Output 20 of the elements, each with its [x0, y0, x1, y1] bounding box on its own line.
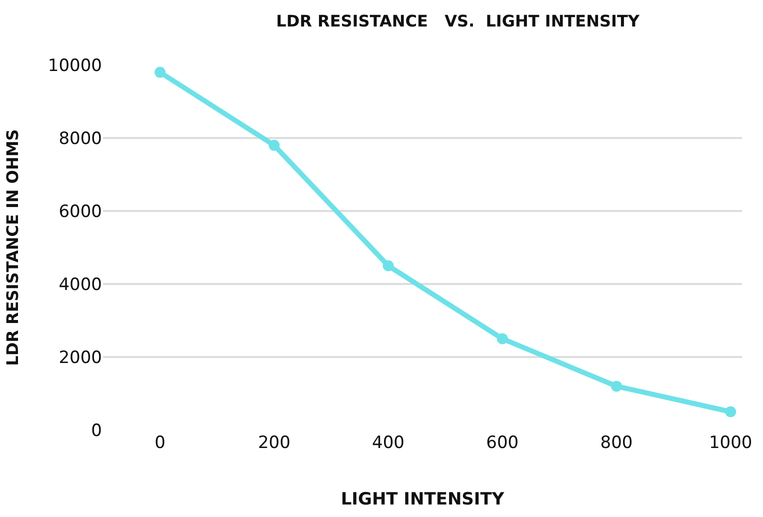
y-tick-label: 2000: [58, 348, 102, 368]
y-tick-label: 6000: [58, 202, 102, 222]
point: [610, 380, 622, 392]
point: [154, 66, 166, 78]
y-tick-label: 8000: [58, 128, 102, 149]
chart-title: LDR RESISTANCE VS. LIGHT INTENSITY: [276, 12, 640, 31]
point: [725, 406, 736, 418]
y-axis-title: LDR RESISTANCE IN OHMS: [2, 129, 22, 366]
point: [496, 333, 508, 344]
x-tick-label: 600: [486, 433, 519, 453]
x-tick-label: 400: [372, 433, 404, 453]
point: [382, 260, 394, 272]
y-tick-label: 10000: [48, 56, 102, 76]
y-tick-label: 4000: [58, 274, 102, 295]
x-tick-label: 800: [600, 433, 633, 453]
x-tick-label: 1000: [708, 433, 752, 453]
x-axis-title: LIGHT INTENSITY: [340, 489, 505, 510]
x-tick-label: 0: [154, 433, 166, 453]
x-tick-label: 200: [258, 433, 290, 453]
point: [268, 140, 280, 151]
